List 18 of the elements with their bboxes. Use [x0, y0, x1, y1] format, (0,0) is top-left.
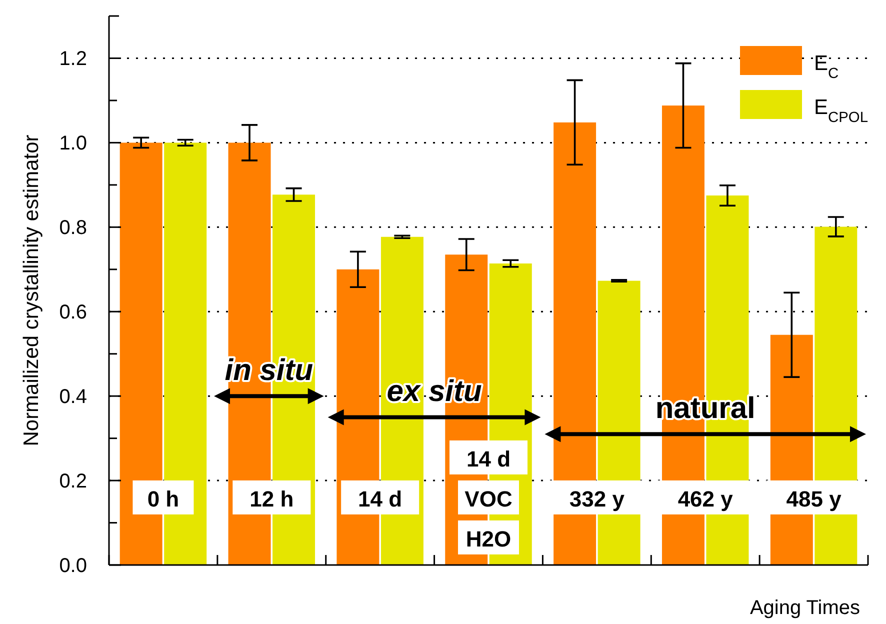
x-tick-label: 12 h [250, 486, 294, 512]
y-tick-label: 0.8 [59, 217, 87, 240]
y-tick-label: 0.0 [59, 555, 87, 577]
y-tick-label: 0.2 [59, 470, 87, 493]
y-tick-label: 0.6 [59, 302, 87, 324]
x-tick-label: 14 d VOC H2O [464, 446, 512, 552]
x-tick-label: 14 d [358, 486, 402, 512]
legend-label: E$_{CPOL}$ [814, 96, 868, 126]
y-tick-label: 1.2 [59, 48, 87, 70]
y-axis-title: Normailized crystallinity estimator [20, 134, 43, 446]
legend-label: E$_{C}$ [814, 52, 840, 82]
x-tick-label: 462 y [678, 486, 734, 512]
x-tick-label: 332 y [569, 486, 626, 512]
x-tick-label: 485 y [786, 486, 842, 512]
x-axis-title: Aging Times [750, 597, 860, 619]
y-tick-label: 0.4 [59, 386, 87, 408]
y-tick-label: 1.0 [59, 132, 87, 155]
x-tick-label: 0 h [147, 486, 180, 512]
